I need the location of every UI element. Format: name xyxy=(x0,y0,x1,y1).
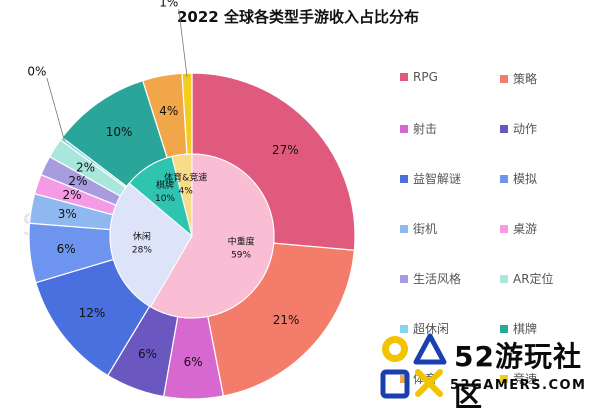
inner-slice-0 xyxy=(149,153,275,319)
legend-label-9: AR定位 xyxy=(513,272,554,286)
leader-line-13 xyxy=(178,9,188,78)
legend-label-4: 益智解谜 xyxy=(413,172,462,186)
inner-ring xyxy=(109,153,275,319)
legend-swatch-12 xyxy=(400,374,408,383)
outer-label-10: 0% xyxy=(27,64,46,78)
inner-label-value-2: 10% xyxy=(155,194,175,204)
legend-item-4: 益智解谜 xyxy=(400,170,461,187)
legend-swatch-1 xyxy=(500,74,508,83)
legend-swatch-4 xyxy=(400,174,408,183)
outer-label-6: 3% xyxy=(58,207,77,221)
outer-label-8: 2% xyxy=(68,174,87,188)
inner-slice-1 xyxy=(109,182,193,308)
legend-item-13: 竞速 xyxy=(500,370,537,387)
outer-label-2: 6% xyxy=(184,355,203,369)
legend-label-2: 射击 xyxy=(413,122,438,136)
outer-ring xyxy=(28,72,356,400)
legend-swatch-10 xyxy=(400,324,408,333)
inner-label-value-3: 4% xyxy=(179,187,194,197)
legend-item-5: 模拟 xyxy=(500,170,537,187)
legend-item-1: 策略 xyxy=(500,70,537,87)
outer-label-13: 1% xyxy=(159,0,178,10)
outer-label-11: 10% xyxy=(106,125,133,139)
legend-swatch-6 xyxy=(400,224,408,233)
legend-swatch-8 xyxy=(400,274,408,283)
outer-label-9: 2% xyxy=(76,160,95,174)
legend-swatch-3 xyxy=(500,124,508,133)
legend-item-7: 桌游 xyxy=(500,220,537,237)
logo-52gamers: 52游玩社区 52GAMERS.COM xyxy=(378,330,596,413)
legend-item-8: 生活风格 xyxy=(400,270,461,287)
legend-item-2: 射击 xyxy=(400,120,437,137)
legend-label-13: 竞速 xyxy=(513,372,538,386)
outer-label-4: 12% xyxy=(79,306,106,320)
outer-label-3: 6% xyxy=(138,347,157,361)
legend-swatch-7 xyxy=(500,224,508,233)
inner-label-name-2: 棋牌 xyxy=(156,179,174,191)
legend-swatch-0 xyxy=(400,73,408,81)
legend-item-10: 超休闲 xyxy=(400,320,449,337)
legend-item-6: 街机 xyxy=(400,220,437,237)
legend-item-9: AR定位 xyxy=(500,270,554,287)
legend-label-6: 街机 xyxy=(413,222,438,236)
outer-label-1: 21% xyxy=(273,313,300,327)
inner-slice-3 xyxy=(171,153,193,237)
outer-label-0: 27% xyxy=(272,143,299,157)
chart-title: 2022 全球各类型手游收入占比分布 xyxy=(177,8,419,26)
legend-label-3: 动作 xyxy=(513,122,538,136)
inner-label-name-1: 休闲 xyxy=(133,231,151,243)
legend-label-11: 棋牌 xyxy=(513,322,538,336)
slice-labels: 27%21%6%6%12%6%3%2%2%2%0%10%4%1%中重度59%休闲… xyxy=(27,0,299,369)
logo-gamepad-icon xyxy=(380,333,447,399)
inner-label-name-3: 体育&竞速 xyxy=(164,172,207,184)
legend-swatch-2 xyxy=(400,124,408,133)
inner-label-value-1: 28% xyxy=(132,246,152,256)
legend-swatch-9 xyxy=(500,274,508,283)
legend-item-0: RPG xyxy=(400,70,438,84)
leader-line-10 xyxy=(46,77,65,142)
legend-swatch-5 xyxy=(500,174,508,183)
logo-domain: 52GAMERS.COM xyxy=(450,378,587,393)
outer-label-7: 2% xyxy=(63,188,82,202)
legend-label-8: 生活风格 xyxy=(413,272,462,286)
legend-label-5: 模拟 xyxy=(513,172,538,186)
legend-label-1: 策略 xyxy=(513,72,538,86)
outer-label-12: 4% xyxy=(159,104,178,118)
legend-item-11: 棋牌 xyxy=(500,320,537,337)
legend-label-7: 桌游 xyxy=(513,222,538,236)
outer-label-5: 6% xyxy=(57,242,76,256)
logo-text: 52游玩社区 xyxy=(454,340,582,413)
legend-swatch-11 xyxy=(500,324,508,333)
legend-swatch-13 xyxy=(500,374,508,383)
legend-item-3: 动作 xyxy=(500,120,537,137)
inner-label-name-0: 中重度 xyxy=(228,235,255,247)
legend-label-10: 超休闲 xyxy=(413,322,450,336)
inner-label-value-0: 59% xyxy=(231,250,251,260)
legend-label-0: RPG xyxy=(413,70,438,84)
